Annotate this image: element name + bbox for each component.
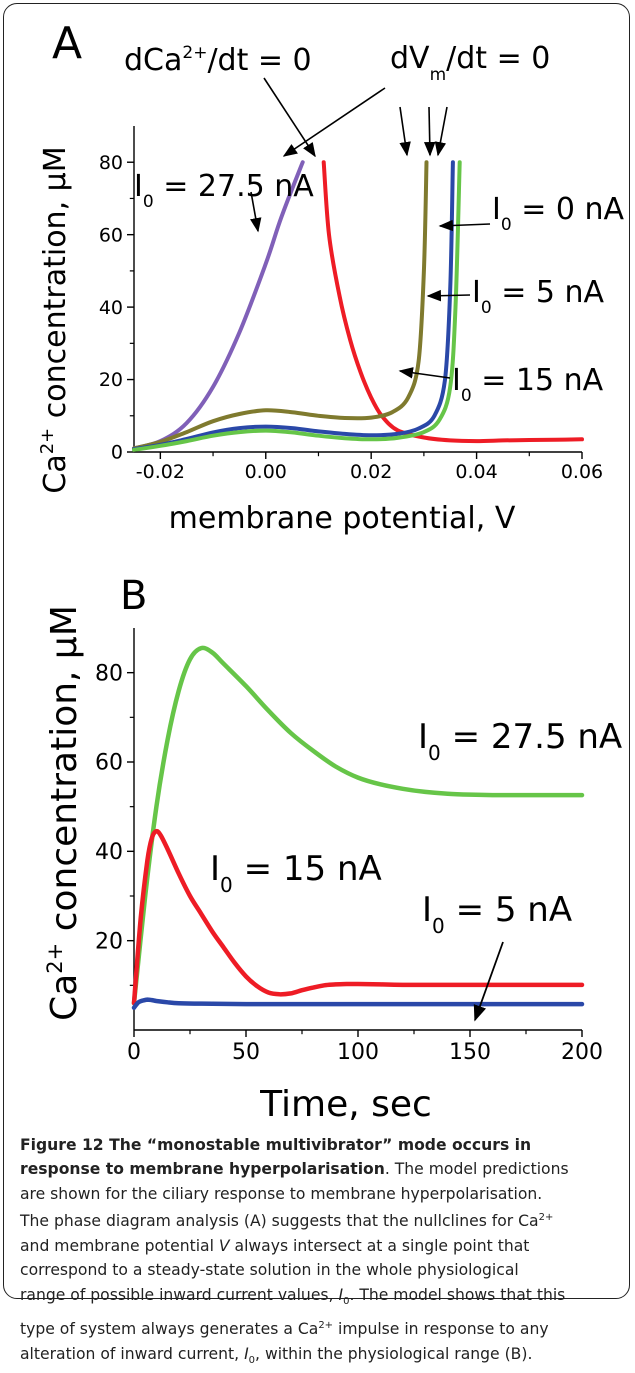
panel-a-xlabel: membrane potential, V [169,501,516,536]
series-line-0 [131,645,585,1006]
y-tick-label: 40 [99,297,123,319]
annotation-b-i0-27-5: I0 = 27.5 nA [418,717,622,765]
panel-b-label: B [120,573,147,619]
panel-a-axes: -0.02 0.00 0.02 0.04 0.06 0 20 40 60 80 [99,126,603,483]
annotation-v-nullcline: dVm/dt = 0 [390,41,550,85]
panel-b: B 0 50 100 150 200 20 40 60 80 Ca2+ concentratio… [43,573,622,1125]
caption-line-9: alteration of inward current, I0, within… [20,1344,533,1366]
figure-canvas: A -0.02 0.00 0.02 0.04 0.06 0 20 40 60 80 Ca2+ co… [37,18,625,1125]
x-tick-label: 0.00 [245,461,287,483]
x-tick-label: 50 [232,1040,260,1065]
x-tick-label: 0 [127,1040,141,1065]
annotation-ca-nullcline: dCa2+/dt = 0 [124,43,312,78]
arrow-to-v-nullcline-0 [434,106,448,157]
series-line-3 [132,160,455,452]
x-tick-label: 0.04 [455,461,497,483]
arrow-i0-27-5 [250,191,262,233]
panel-a-series [132,160,584,452]
x-tick-label: 100 [337,1040,379,1065]
arrow-to-v-nullcline-15 [399,106,411,157]
y-tick-label: 60 [99,224,123,246]
series-line-1 [321,160,584,444]
panel-b-axes: 0 50 100 150 200 20 40 60 80 [95,628,603,1065]
panel-b-series [131,645,585,1010]
panel-a-arrows [250,77,491,379]
series-line-4 [132,160,462,452]
y-tick-label: 20 [99,369,123,391]
figure-frame [3,3,630,1299]
y-tick-label: 20 [95,929,123,954]
y-tick-label: 80 [99,152,123,174]
x-tick-label: -0.02 [136,461,185,483]
y-tick-label: 80 [95,661,123,686]
y-tick-label: 60 [95,751,123,776]
arrow-to-v-nullcline-275 [282,87,386,157]
y-tick-label: 40 [95,840,123,865]
caption-line-4: The phase diagram analysis (A) suggests … [20,1212,554,1231]
annotation-b-i0-5: I0 = 5 nA [422,890,572,938]
caption-line-5: and membrane potential V always intersec… [20,1236,530,1255]
caption-line-1: Figure 12 The “monostable multivibrator”… [20,1136,532,1154]
arrow-b-i0-5 [473,941,504,1022]
annotation-b-i0-15: I0 = 15 nA [210,849,382,897]
x-tick-label: 0.06 [561,461,603,483]
caption-line-7: range of possible inward current values,… [20,1285,566,1307]
figure-caption: Figure 12 The “monostable multivibrator”… [20,1133,618,1373]
arrow-to-v-nullcline-5 [423,106,436,157]
annotation-i0-15: I0 = 15 nA [452,363,604,406]
annotation-i0-0: I0 = 0 nA [492,192,625,235]
panel-a: A -0.02 0.00 0.02 0.04 0.06 0 20 40 60 80 Ca2+ co… [37,18,625,536]
caption-line-3: are shown for the ciliary response to me… [20,1184,543,1203]
arrow-i0-15 [398,367,451,379]
x-tick-label: 0.02 [350,461,392,483]
panel-b-ylabel: Ca2+ concentration, μM [43,605,85,1021]
x-tick-label: 150 [449,1040,491,1065]
series-line-2 [131,997,585,1010]
series-line-0 [132,160,305,451]
y-tick-label: 0 [111,442,123,464]
series-line-1 [131,828,585,1006]
arrow-i0-0 [438,219,491,232]
panel-a-ylabel: Ca2+ concentration, μM [37,146,73,493]
annotation-i0-27-5: I0 = 27.5 nA [134,169,314,212]
series-line-2 [132,160,429,451]
caption-line-6: correspond to a steady-state solution in… [20,1261,519,1280]
x-tick-label: 200 [561,1040,603,1065]
panel-a-label: A [52,18,82,69]
caption-line-2: response to membrane hyperpolarisation. … [20,1160,569,1179]
arrow-i0-5 [426,289,471,302]
arrow-to-ca-nullcline [263,77,316,158]
panel-b-xlabel: Time, sec [259,1084,432,1125]
caption-line-8: type of system always generates a Ca2+ i… [20,1320,549,1339]
annotation-i0-5: I0 = 5 nA [472,275,605,318]
